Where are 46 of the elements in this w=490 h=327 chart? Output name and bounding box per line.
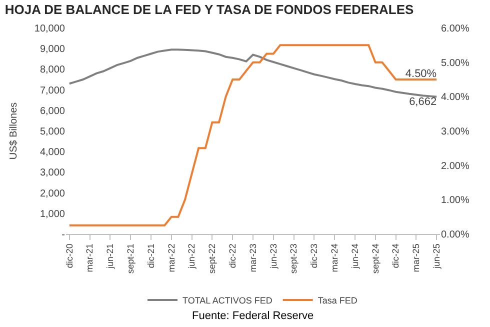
x-tick-label: sept-23	[288, 244, 299, 274]
x-tick-label: mar-22	[166, 244, 176, 272]
y2-tick-label: 3.00%	[441, 126, 470, 138]
x-tick-label: sept-22	[207, 244, 218, 274]
x-tick-label: mar-25	[411, 244, 422, 272]
x-tick-label: dic-21	[146, 244, 156, 268]
chart-title: HOJA DE BALANCE DE LA FED Y TASA DE FONDOS FEDERALES	[4, 2, 414, 18]
x-tick-label: sept-21	[126, 244, 136, 274]
y-tick-label: 4,000	[40, 147, 66, 158]
y2-tick-label: 1.00%	[441, 195, 470, 206]
y2-tick-label: 6.00%	[441, 24, 470, 34]
x-tick-label: dic-23	[309, 244, 320, 268]
legend-label: Tasa FED	[318, 296, 358, 306]
x-tick-label: dic-24	[390, 244, 401, 268]
x-tick-label: mar-24	[330, 244, 340, 272]
x-tick-label: jun-25	[432, 244, 442, 270]
line-series	[68, 48, 438, 98]
y-tick-label: 5,000	[40, 126, 66, 138]
y-tick-label: 7,000	[40, 85, 66, 96]
y-tick-label: 9,000	[40, 44, 66, 56]
y2-tick-label: 0.00%	[441, 230, 470, 240]
x-tick-label: sept-24	[370, 244, 380, 274]
y-tick-label: 2,000	[40, 188, 66, 200]
y2-tick-label: 4.00%	[441, 92, 470, 104]
y-tick-label: 6,000	[40, 106, 66, 117]
x-tick-label: jun-24	[350, 244, 360, 270]
x-tick-label: dic-20	[64, 244, 74, 268]
y-tick-label: 8,000	[40, 64, 66, 76]
y-tick-label: 10,000	[34, 24, 66, 34]
y2-tick-label: 5.00%	[441, 58, 470, 69]
data-label: 4.50%	[405, 68, 437, 80]
data-label: 6,662	[409, 96, 437, 108]
x-tick-label: mar-23	[248, 244, 258, 272]
legend-label: TOTAL ACTIVOS FED	[182, 296, 273, 306]
x-tick-label: jun-23	[268, 244, 278, 270]
y2-tick-label: 2.00%	[441, 160, 470, 172]
x-tick-label: jun-21	[105, 244, 116, 270]
y-tick-label: 3,000	[40, 168, 66, 179]
x-tick-label: mar-21	[84, 244, 95, 272]
x-tick-label: jun-22	[186, 244, 197, 270]
y-tick-label: 1,000	[40, 208, 66, 220]
source-note: Fuente: Federal Reserve	[192, 310, 314, 322]
y-axis-title: US$ Billones	[8, 102, 20, 160]
line-series	[68, 44, 438, 226]
y-tick-label: -	[62, 230, 65, 240]
x-tick-label: dic-22	[228, 244, 238, 268]
